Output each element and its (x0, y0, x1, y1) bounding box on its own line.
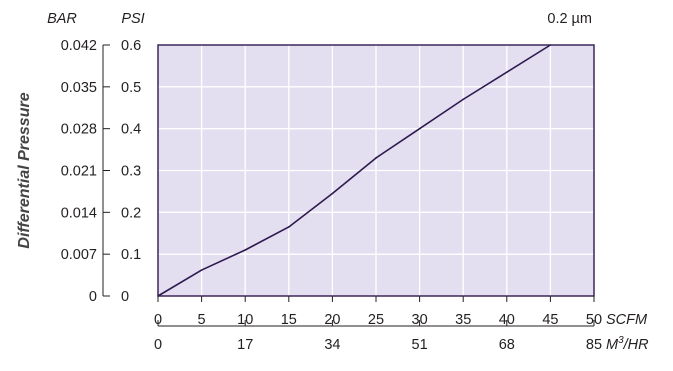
y-tick-label-bar: 0.007 (61, 247, 97, 263)
x-tick-label-m3hr: 17 (237, 337, 253, 353)
filter-size-label: 0.2 µm (547, 11, 592, 27)
y-tick-label-bar: 0.021 (61, 164, 97, 180)
y-unit-psi: PSI (121, 11, 144, 27)
series-line (157, 44, 551, 297)
x-tick-label-scfm: 45 (542, 312, 558, 328)
x-tick-label-scfm: 40 (499, 312, 515, 328)
y-tick-label-psi: 0.6 (121, 38, 141, 54)
x-tick-label-scfm: 5 (198, 312, 206, 328)
x-tick-label-scfm: 50 (586, 312, 602, 328)
series-point (244, 249, 246, 251)
y-tick-label-psi: 0 (121, 289, 129, 305)
x-tick-label-scfm: 20 (324, 312, 340, 328)
y-axis-title: Differential Pressure (16, 92, 33, 248)
series-point (506, 71, 508, 73)
y-tick-label-psi: 0.1 (121, 247, 141, 263)
x-tick-label-scfm: 30 (412, 312, 428, 328)
y-tick-label-bar: 0.028 (61, 122, 97, 138)
y-tick-label-psi: 0.4 (121, 122, 141, 138)
y-tick-label-bar: 0.042 (61, 38, 97, 54)
series-point (288, 226, 290, 228)
x-tick-label-scfm: 25 (368, 312, 384, 328)
y-tick-label-psi: 0.2 (121, 205, 141, 221)
series-point (331, 192, 334, 195)
x-tick-label-scfm: 15 (281, 312, 297, 328)
x-tick-label-scfm: 35 (455, 312, 471, 328)
x-unit-scfm: SCFM (606, 312, 648, 328)
y-tick-label-bar: 0.014 (61, 205, 97, 221)
y-tick-label-bar: 0 (89, 289, 97, 305)
y-tick-label-bar: 0.035 (61, 80, 97, 96)
x-tick-label-m3hr: 34 (324, 337, 340, 353)
x-tick-label-m3hr: 85 (586, 337, 602, 353)
series-point (157, 295, 159, 297)
series-point (418, 127, 421, 130)
series-point (462, 98, 465, 101)
x-tick-label-m3hr: 68 (499, 337, 515, 353)
y-tick-label-psi: 0.5 (121, 80, 141, 96)
x-tick-label-m3hr: 0 (154, 337, 162, 353)
series-point (375, 157, 377, 159)
y-unit-bar: BAR (47, 11, 77, 27)
series-point (200, 269, 203, 271)
x-tick-label-scfm: 0 (154, 312, 162, 328)
series-point (549, 44, 552, 46)
x-tick-label-m3hr: 51 (412, 337, 428, 353)
x-tick-label-scfm: 10 (237, 312, 253, 328)
x-unit-m3hr: M3/HR (606, 335, 649, 353)
y-tick-label-psi: 0.3 (121, 164, 141, 180)
